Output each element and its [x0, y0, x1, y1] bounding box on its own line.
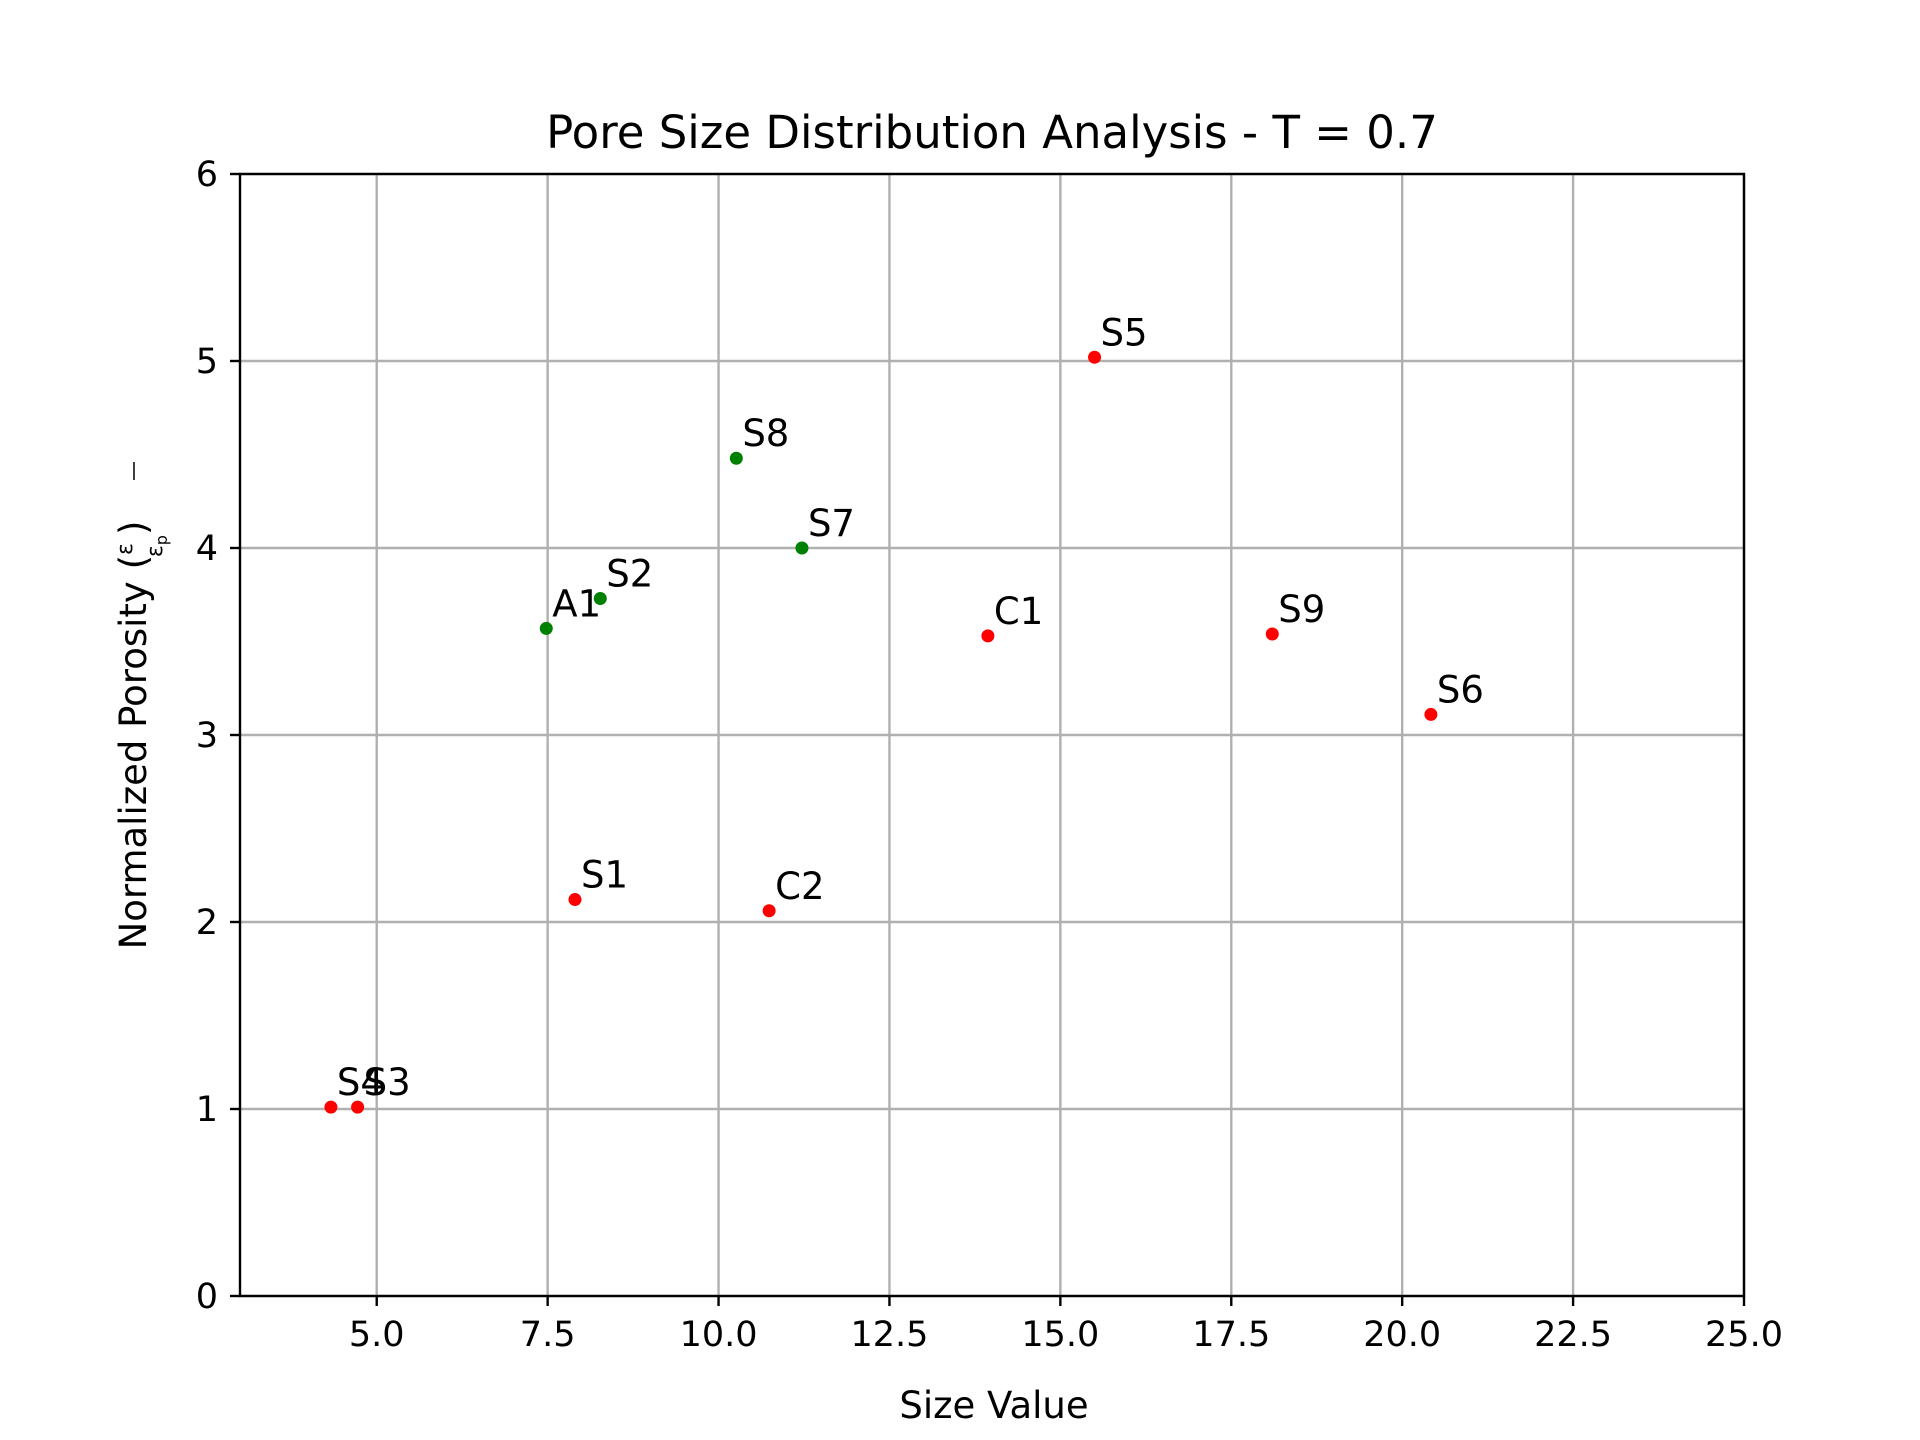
data-point-label: S8 [742, 412, 789, 455]
x-tick-label: 10.0 [680, 1315, 758, 1355]
y-axis-symbol-numerator: ε [113, 543, 138, 555]
data-point-c2 [762, 904, 776, 918]
data-point-label: S5 [1101, 311, 1148, 354]
data-point-s6 [1424, 707, 1438, 721]
data-point-label: S2 [606, 552, 653, 595]
data-point-label: S4 [337, 1061, 384, 1104]
data-point-s3 [351, 1100, 365, 1114]
data-point-label: S3 [364, 1061, 411, 1104]
x-tick-label: 25.0 [1705, 1315, 1783, 1355]
x-tick-label: 17.5 [1192, 1315, 1270, 1355]
chart-title: Pore Size Distribution Analysis - T = 0.… [546, 106, 1438, 159]
data-point-s9 [1265, 627, 1279, 641]
data-point-c1 [981, 629, 995, 643]
y-axis-symbol-subscript: p [152, 535, 171, 545]
grid [240, 172, 1746, 1298]
y-tick-label: 4 [196, 529, 218, 569]
data-point-label: S9 [1278, 588, 1325, 631]
x-tick-label: 12.5 [850, 1315, 928, 1355]
svg-text:Normalized Porosity (εεp): Normalized Porosity (ε εp) [112, 521, 171, 950]
data-point-s8 [729, 451, 743, 465]
data-point-label: S7 [808, 502, 855, 545]
data-point-label: S1 [581, 854, 628, 897]
plot-frame [238, 172, 1746, 1298]
data-point-s1 [568, 893, 582, 907]
x-tick-label: 7.5 [520, 1315, 576, 1355]
y-axis-title: Normalized Porosity (ε εp) [112, 462, 171, 949]
data-point-label: S6 [1437, 668, 1484, 711]
data-point-label: C2 [775, 865, 824, 908]
y-tick-label: 5 [196, 342, 218, 382]
axis-ticks: 5.0 7.5 10.0 12.5 15.0 17.5 20.0 22.5 25.0 0 1 2 3 4 5… [196, 155, 1783, 1355]
y-axis-symbol-denominator: ε [143, 545, 168, 557]
data-point-s2 [593, 591, 607, 605]
x-tick-label: 15.0 [1021, 1315, 1099, 1355]
y-tick-label: 6 [196, 155, 218, 195]
x-tick-label: 20.0 [1363, 1315, 1441, 1355]
y-tick-label: 3 [196, 716, 218, 756]
x-axis-title: Size Value [899, 1384, 1088, 1427]
y-tick-label: 0 [196, 1277, 218, 1317]
data-point-s4 [324, 1100, 338, 1114]
data-point-label: A1 [552, 582, 601, 625]
y-axis-title-text: Normalized Porosity ( [112, 555, 155, 949]
y-tick-label: 1 [196, 1090, 218, 1130]
data-point-s5 [1088, 350, 1102, 364]
x-tick-label: 5.0 [349, 1315, 405, 1355]
data-point-s7 [795, 541, 809, 555]
x-tick-label: 22.5 [1534, 1315, 1612, 1355]
y-tick-label: 2 [196, 903, 218, 943]
data-point-a1 [539, 621, 553, 635]
data-point-label: C1 [994, 590, 1043, 633]
y-axis-title-close: ) [112, 521, 155, 535]
